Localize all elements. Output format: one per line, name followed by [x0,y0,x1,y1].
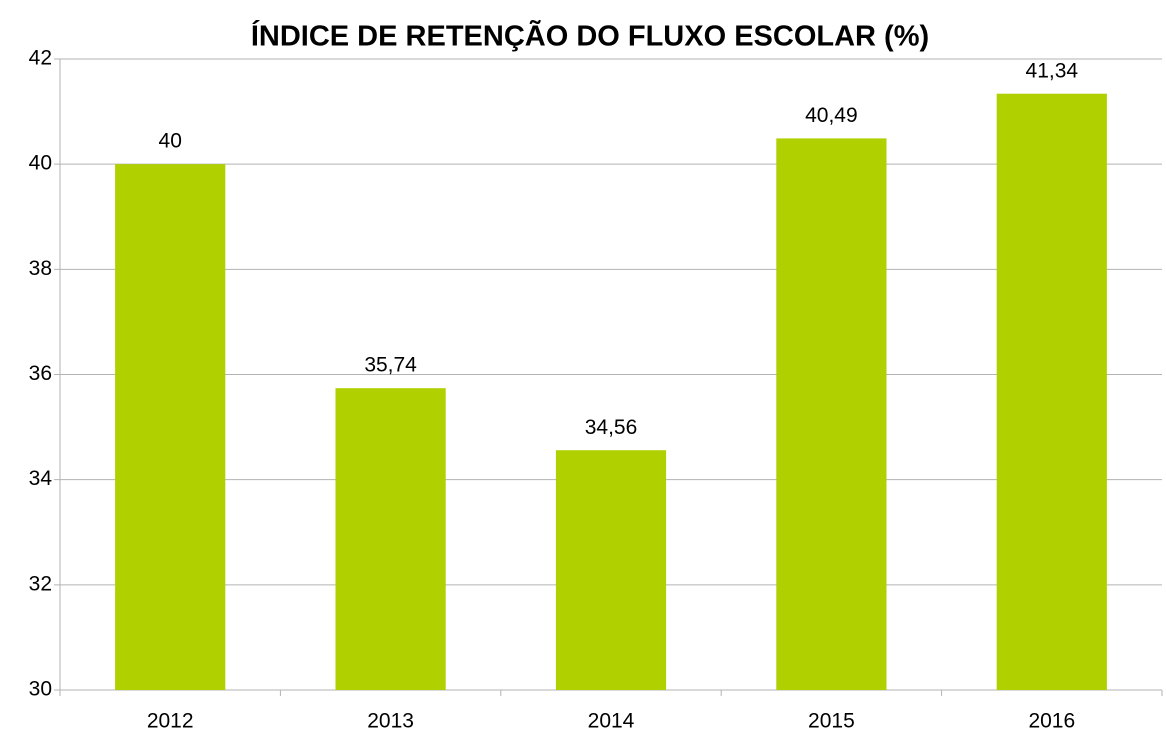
y-tick-label: 30 [29,678,52,701]
data-label: 34,56 [585,416,638,439]
chart-title: ÍNDICE DE RETENÇÃO DO FLUXO ESCOLAR (%) [251,19,929,53]
y-tick-label: 34 [29,467,53,490]
y-tick-label: 36 [29,362,52,385]
y-tick-label: 38 [29,257,52,280]
data-label: 40 [159,130,182,153]
bar [996,93,1107,690]
x-tick-label: 2012 [147,710,194,733]
y-tick-label: 40 [29,152,52,175]
bar [776,138,887,691]
data-label: 40,49 [805,104,858,127]
bar [115,164,226,690]
x-tick-label: 2014 [588,710,635,733]
x-tick-label: 2016 [1028,710,1075,733]
data-label: 41,34 [1026,59,1079,82]
x-tick-label: 2013 [367,710,414,733]
y-tick-label: 42 [29,47,52,70]
x-tick-label: 2015 [808,710,855,733]
y-tick-label: 32 [29,572,52,595]
bar [335,388,446,690]
bar [555,450,667,690]
data-label: 35,74 [364,354,417,377]
